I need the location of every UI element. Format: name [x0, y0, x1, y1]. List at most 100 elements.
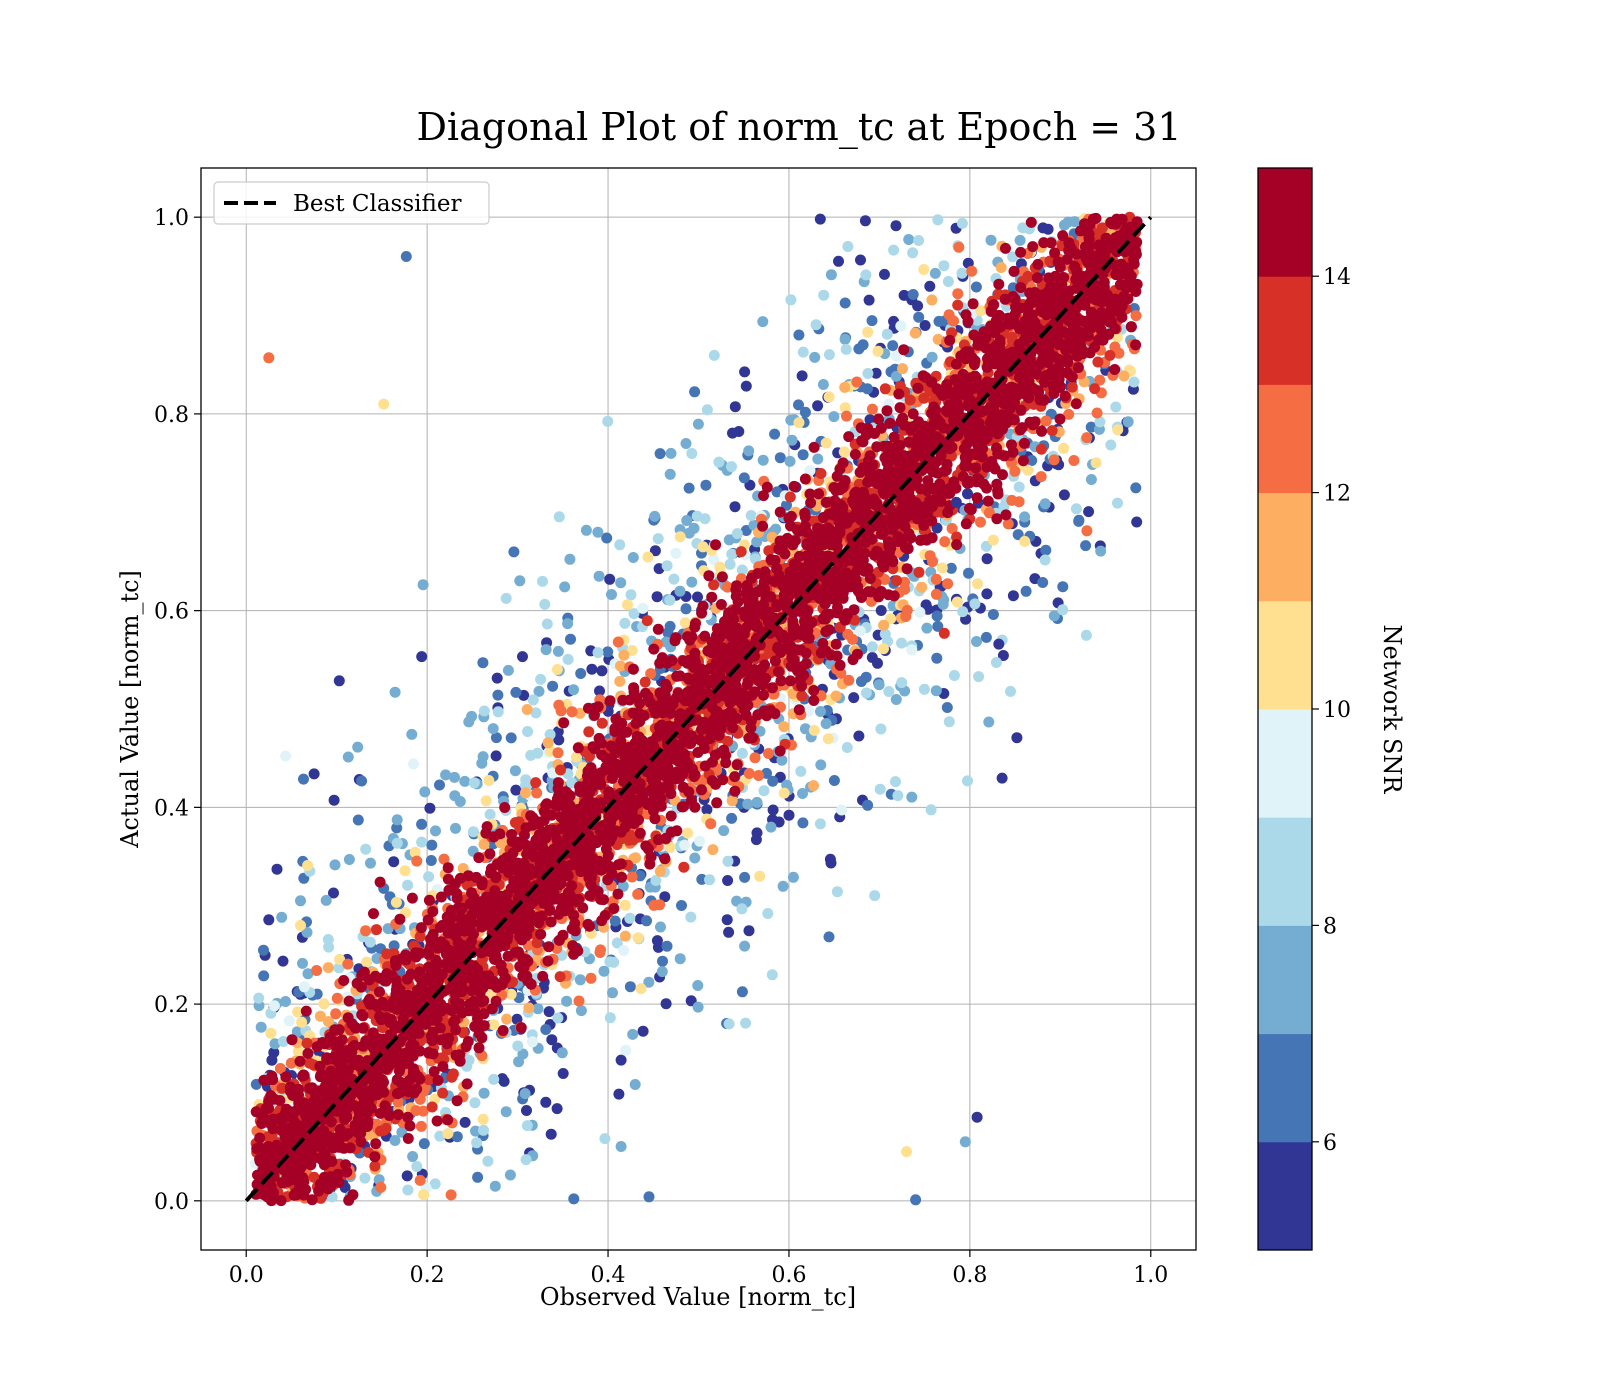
- chart-title: Diagonal Plot of norm_tc at Epoch = 31: [416, 105, 1181, 150]
- scatter-point: [952, 299, 964, 311]
- scatter-point: [932, 620, 944, 632]
- scatter-point: [500, 592, 512, 604]
- scatter-point: [488, 1019, 500, 1031]
- scatter-point: [1131, 516, 1143, 528]
- scatter-point: [649, 545, 661, 557]
- scatter-point: [416, 651, 428, 663]
- scatter-point: [739, 940, 751, 952]
- scatter-point: [375, 1181, 387, 1193]
- scatter-point: [255, 1021, 267, 1033]
- scatter-point: [1012, 529, 1024, 541]
- scatter-point: [799, 406, 811, 418]
- scatter-point: [627, 663, 639, 675]
- scatter-point: [664, 594, 676, 606]
- scatter-point: [540, 1024, 552, 1035]
- scatter-point: [726, 461, 737, 473]
- scatter-point: [872, 657, 883, 669]
- scatter-point: [547, 680, 559, 692]
- scatter-point: [771, 486, 783, 498]
- scatter-point: [392, 1096, 404, 1108]
- scatter-point: [614, 675, 626, 687]
- scatter-point: [879, 628, 891, 640]
- scatter-point: [833, 255, 844, 267]
- scatter-point: [743, 768, 755, 779]
- scatter-point: [1130, 310, 1142, 322]
- scatter-point: [823, 391, 835, 403]
- scatter-point: [1104, 349, 1116, 361]
- scatter-point: [723, 534, 735, 546]
- scatter-point: [635, 983, 647, 995]
- scatter-point: [890, 776, 901, 788]
- scatter-point: [562, 618, 574, 630]
- scatter-point: [913, 311, 925, 323]
- scatter-point: [859, 215, 871, 227]
- scatter-point: [674, 585, 686, 597]
- scatter-point: [1009, 465, 1021, 477]
- scatter-point: [942, 578, 954, 590]
- scatter-point: [738, 472, 750, 484]
- scatter-point: [883, 686, 895, 697]
- scatter-point: [997, 650, 1009, 661]
- scatter-point: [996, 772, 1008, 784]
- scatter-point: [521, 1120, 533, 1132]
- scatter-point: [268, 1000, 280, 1012]
- scatter-point: [793, 399, 804, 411]
- scatter-point: [331, 992, 343, 1004]
- scatter-point: [1069, 216, 1081, 228]
- scatter-point: [938, 260, 950, 272]
- scatter-point: [258, 944, 269, 956]
- scatter-point: [1113, 347, 1125, 359]
- scatter-point: [929, 267, 941, 279]
- scatter-point: [604, 956, 616, 968]
- scatter-point: [751, 536, 763, 548]
- scatter-point: [615, 1054, 627, 1066]
- scatter-point: [489, 1180, 501, 1192]
- scatter-point: [361, 956, 373, 968]
- scatter-point: [839, 333, 851, 345]
- scatter-point: [627, 1028, 639, 1040]
- scatter-point: [722, 875, 734, 886]
- scatter-point: [322, 934, 334, 945]
- scatter-point: [626, 645, 638, 656]
- scatter-point: [266, 1054, 278, 1066]
- scatter-points: [250, 211, 1143, 1207]
- scatter-point: [970, 281, 982, 293]
- scatter-point: [874, 783, 886, 795]
- scatter-point: [521, 704, 533, 715]
- scatter-point: [539, 598, 551, 610]
- scatter-point: [991, 513, 1003, 525]
- scatter-point: [430, 825, 441, 837]
- scatter-point: [745, 510, 757, 521]
- scatter-point: [898, 344, 910, 356]
- scatter-point: [862, 799, 874, 811]
- scatter-point: [963, 567, 974, 579]
- scatter-point: [914, 606, 926, 618]
- scatter-point: [1112, 497, 1123, 509]
- scatter-point: [774, 745, 786, 757]
- scatter-point: [360, 843, 372, 855]
- scatter-point: [926, 294, 938, 306]
- scatter-point: [624, 912, 636, 924]
- scatter-point: [520, 787, 531, 799]
- scatter-point: [626, 871, 638, 883]
- scatter-point: [390, 896, 402, 908]
- scatter-point: [818, 289, 830, 301]
- scatter-point: [283, 1015, 295, 1027]
- scatter-point: [939, 536, 951, 548]
- scatter-point: [645, 668, 657, 680]
- scatter-point: [660, 678, 672, 690]
- scatter-point: [426, 839, 438, 851]
- scatter-point: [537, 970, 549, 982]
- scatter-point: [1046, 425, 1058, 437]
- scatter-point: [1039, 554, 1051, 566]
- scatter-point: [1048, 610, 1060, 622]
- scatter-point: [1105, 439, 1117, 451]
- scatter-point: [463, 716, 475, 728]
- scatter-point: [664, 468, 676, 480]
- scatter-point: [906, 644, 918, 656]
- scatter-point: [334, 953, 346, 965]
- scatter-point: [540, 644, 552, 656]
- scatter-point: [468, 777, 480, 789]
- scatter-point: [751, 796, 763, 808]
- scatter-point: [1019, 511, 1031, 523]
